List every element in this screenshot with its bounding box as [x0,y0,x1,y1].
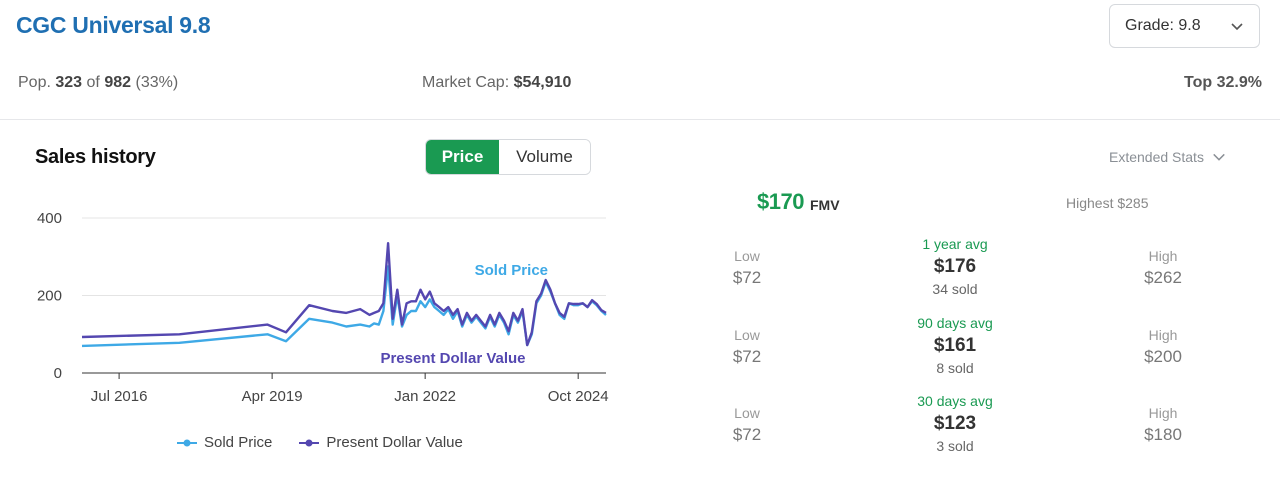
low-stat: Low $72 [732,248,762,287]
chevron-down-icon [1213,153,1225,161]
sold-price-legend-icon [177,439,197,446]
fmv-value: $170 [757,189,804,214]
y-tick-label: 0 [54,365,62,382]
extended-stats-toggle[interactable]: Extended Stats [1109,149,1226,165]
sales-history-chart: 0 200 400 Jul 2016 Apr 2019 Jan 2022 Oct 2024 S… [37,210,609,405]
high-stat: High $180 [1144,405,1182,444]
x-tick-label: Jan 2022 [394,388,456,405]
y-tick-label: 400 [37,210,62,227]
tab-volume[interactable]: Volume [499,140,590,174]
chevron-down-icon [1231,23,1243,31]
market-cap-stat: Market Cap: $54,910 [422,74,572,91]
fmv-label: FMV [810,197,840,213]
present-dollar-value-annotation: Present Dollar Value [380,350,525,367]
stats-period-90-days: Low $72 90 days avg $161 8 sold High $20… [700,315,1240,389]
y-tick-label: 200 [37,288,62,305]
legend-item-present-dollar-value[interactable]: Present Dollar Value [298,434,463,451]
low-stat: Low $72 [732,405,762,444]
x-tick-label: Oct 2024 [548,388,609,405]
x-tick-label: Jul 2016 [91,388,148,405]
sold-price-annotation: Sold Price [475,262,548,279]
grade-select[interactable]: Grade: 9.8 [1109,4,1260,48]
tab-price[interactable]: Price [426,140,499,174]
top-percent-stat: Top 32.9% [1184,74,1262,91]
high-stat: High $262 [1144,248,1182,287]
average-stat: 30 days avg $123 3 sold [917,393,993,454]
page-title: CGC Universal 9.8 [16,12,211,38]
chart-legend: Sold Price Present Dollar Value [176,434,463,451]
present-dollar-legend-icon [299,439,320,446]
stats-period-30-days: Low $72 30 days avg $123 3 sold High $18… [700,393,1240,467]
grade-select-label: Grade: 9.8 [1125,17,1201,34]
population-stat: Pop. 323 of 982 (33%) [18,74,179,91]
high-stat: High $200 [1144,327,1182,366]
legend-item-sold-price[interactable]: Sold Price [176,434,272,451]
divider [0,119,1280,120]
x-tick-label: Apr 2019 [242,388,303,405]
low-stat: Low $72 [732,327,762,366]
stats-period-1-year: Low $72 1 year avg $176 34 sold High $26… [700,236,1240,310]
highest-price: Highest $285 [1066,195,1149,211]
average-stat: 1 year avg $176 34 sold [922,236,988,297]
average-stat: 90 days avg $161 8 sold [917,315,993,376]
chart-mode-toggle: Price Volume [425,139,591,175]
sales-history-title: Sales history [35,146,156,168]
present-dollar-value-line [81,242,607,347]
